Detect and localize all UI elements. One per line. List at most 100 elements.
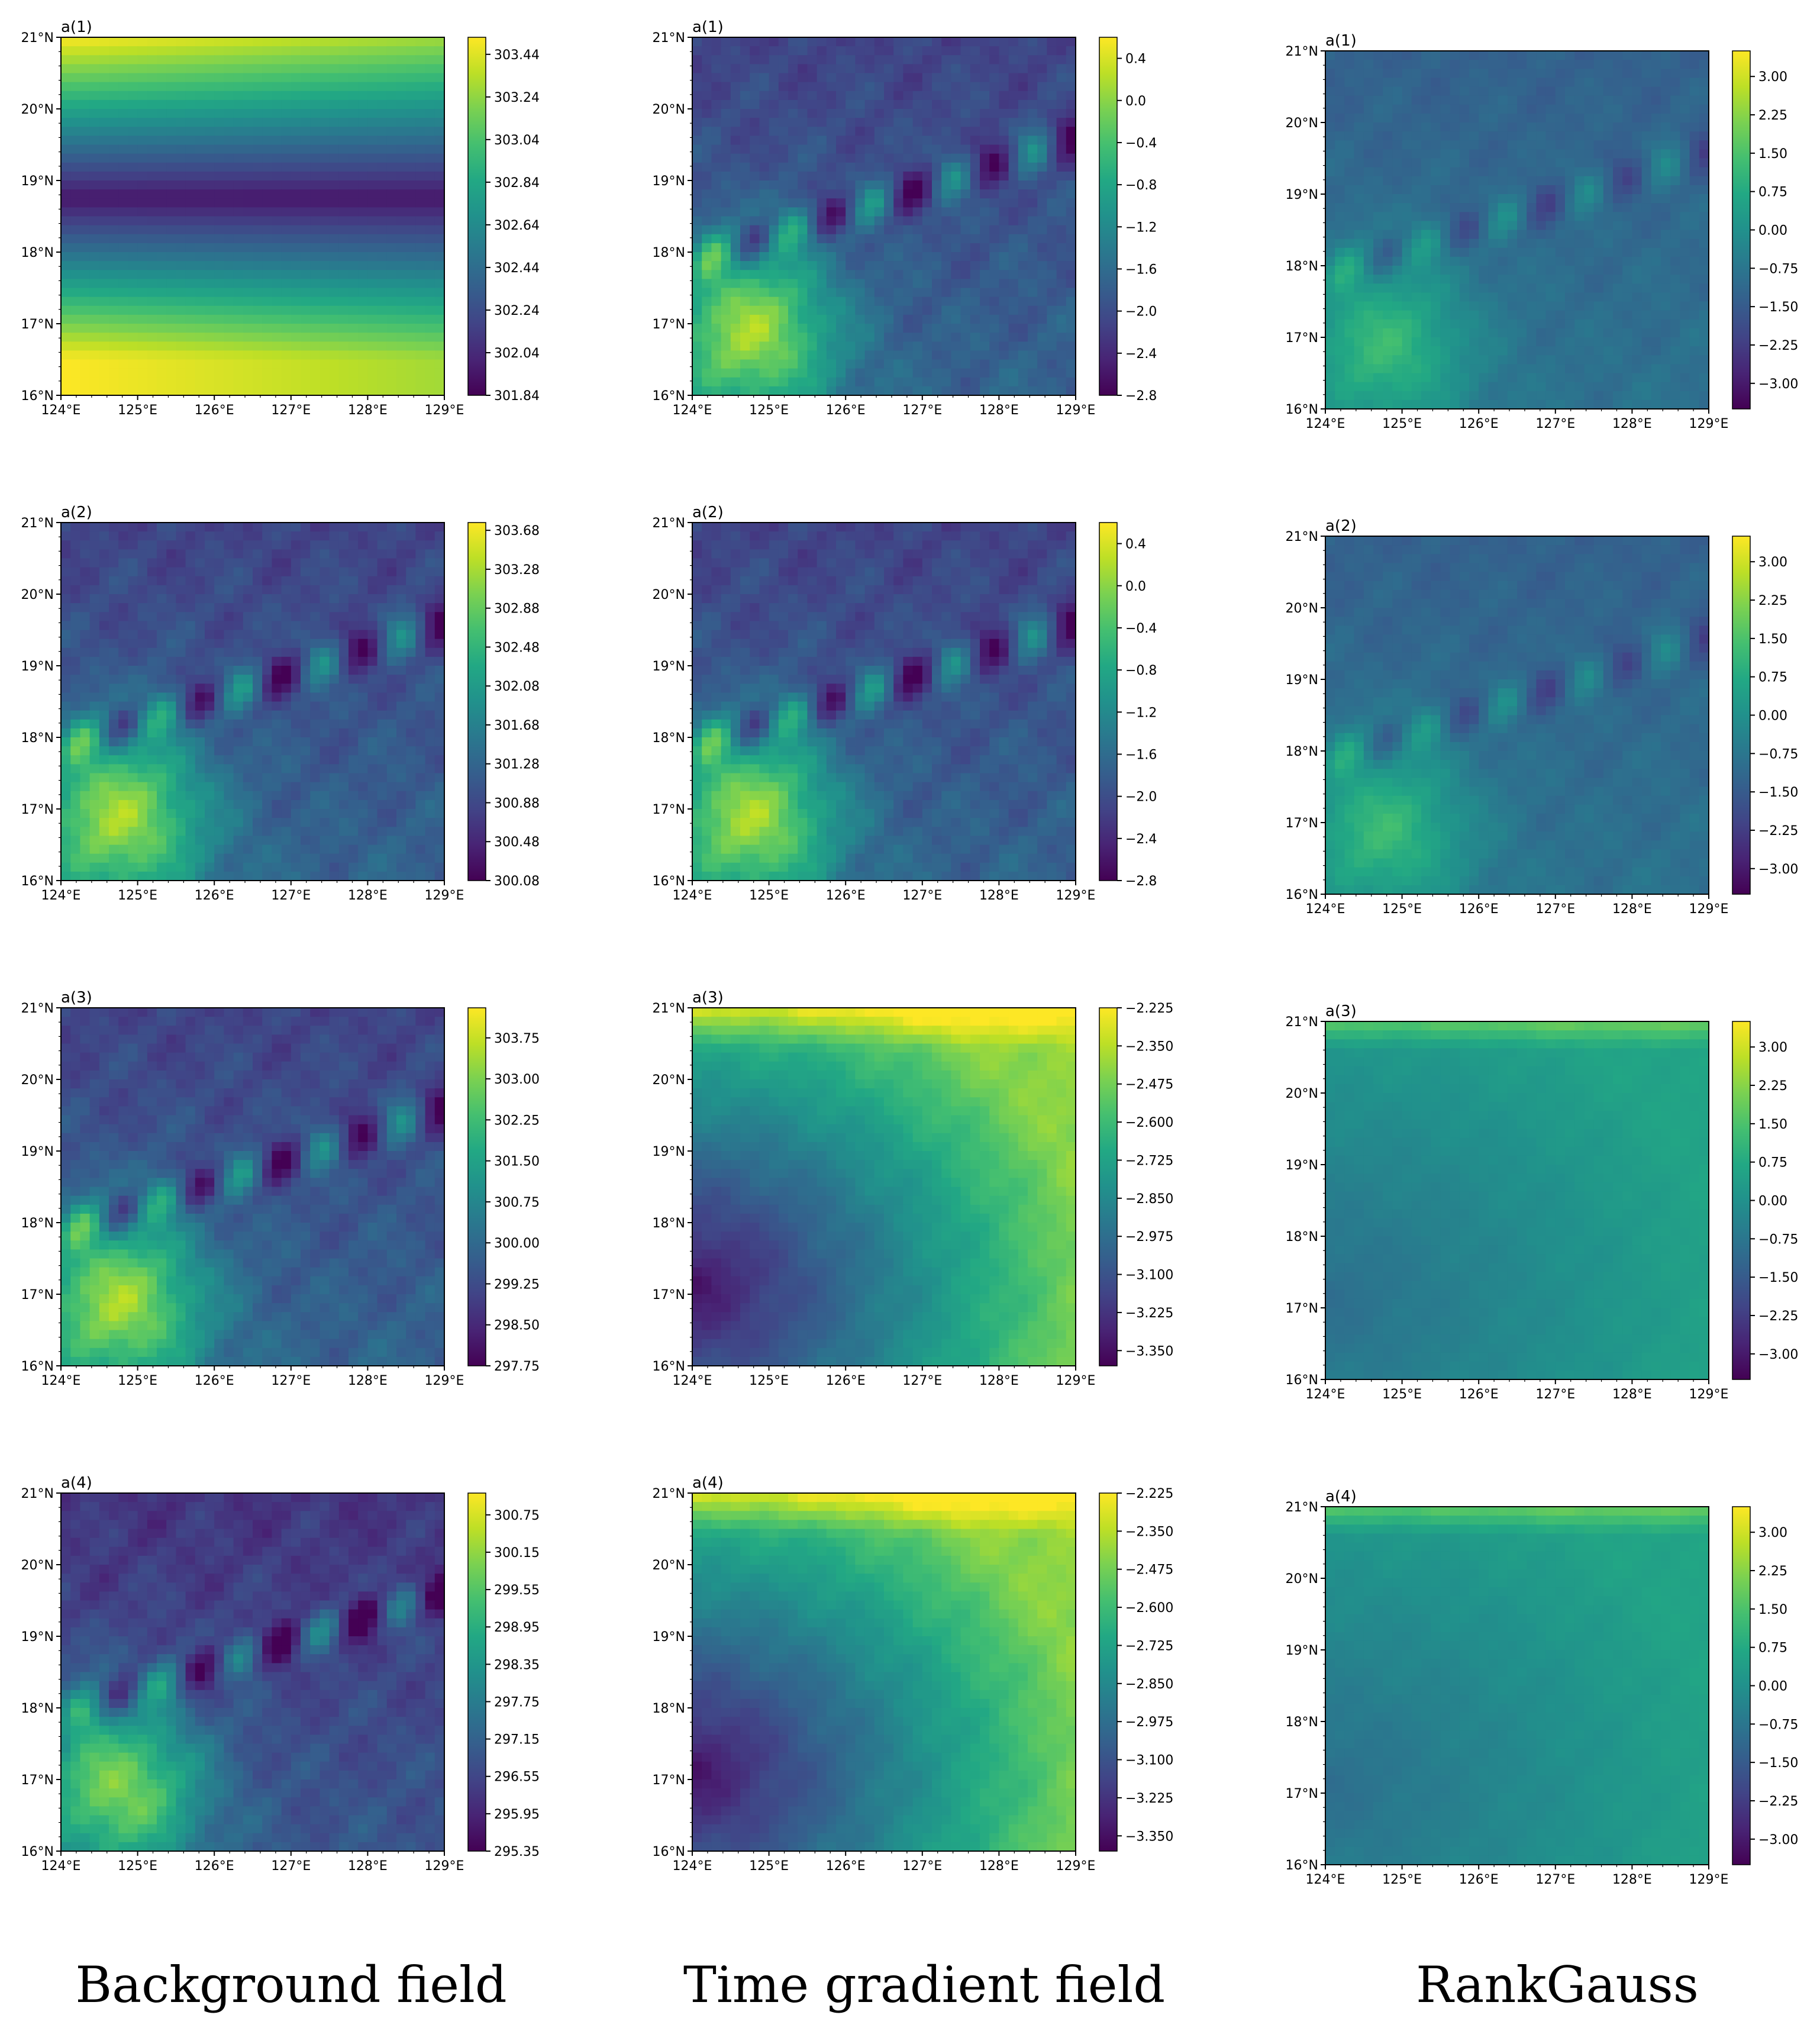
heatmap-cell	[1450, 355, 1460, 365]
heatmap-cell	[759, 359, 770, 369]
heatmap-cell	[1603, 391, 1614, 401]
heatmap-cell	[1488, 399, 1499, 409]
heatmap-cell	[798, 46, 808, 56]
heatmap-cell	[1450, 221, 1460, 231]
heatmap-cell	[1555, 194, 1566, 204]
heatmap-cell	[721, 64, 731, 74]
heatmap-cell	[386, 73, 397, 83]
heatmap-cell	[1545, 283, 1556, 293]
heatmap-cell	[301, 118, 311, 127]
heatmap-cell	[137, 162, 148, 172]
heatmap-cell	[846, 341, 856, 351]
heatmap-cell	[1056, 333, 1067, 342]
heatmap-cell	[922, 207, 932, 217]
heatmap-cell	[1402, 382, 1412, 392]
heatmap-cell	[1354, 122, 1364, 132]
heatmap-cell	[960, 82, 971, 92]
heatmap-cell	[1613, 355, 1623, 365]
heatmap-cell	[980, 73, 990, 83]
heatmap-cell	[1680, 230, 1690, 240]
heatmap-cell	[109, 207, 119, 217]
heatmap-cell	[980, 46, 990, 56]
heatmap-cell	[243, 234, 253, 244]
heatmap-cell	[1325, 275, 1335, 284]
heatmap-cell	[1574, 275, 1585, 284]
heatmap-cell	[1018, 314, 1028, 324]
heatmap-cell	[137, 368, 148, 378]
heatmap-cell	[166, 198, 176, 208]
heatmap-cell	[61, 99, 71, 109]
heatmap-cell	[1536, 122, 1547, 132]
heatmap-cell	[320, 270, 330, 279]
heatmap-cell	[721, 225, 731, 235]
heatmap-cell	[1325, 167, 1335, 177]
heatmap-cell	[1469, 301, 1479, 311]
heatmap-cell	[195, 73, 205, 83]
heatmap-cell	[434, 198, 444, 208]
heatmap-cell	[807, 341, 818, 351]
heatmap-cell	[358, 216, 368, 226]
heatmap-cell	[912, 234, 923, 244]
heatmap-cell	[1498, 86, 1508, 96]
heatmap-cell	[759, 377, 770, 387]
heatmap-cell	[1325, 86, 1335, 96]
heatmap-cell	[166, 144, 176, 154]
heatmap-cell	[864, 243, 875, 253]
heatmap-cell	[1354, 238, 1364, 249]
heatmap-cell	[406, 198, 416, 208]
heatmap-cell	[1632, 167, 1642, 177]
heatmap-cell	[1517, 301, 1527, 311]
heatmap-cell	[1479, 373, 1489, 383]
heatmap-cell	[233, 37, 244, 47]
heatmap-cell	[1574, 185, 1585, 195]
heatmap-cell	[272, 359, 282, 369]
heatmap-cell	[922, 314, 932, 324]
heatmap-cell	[864, 314, 875, 324]
heatmap-cell	[281, 314, 292, 324]
heatmap-cell	[1565, 140, 1575, 150]
heatmap-cell	[1459, 382, 1470, 392]
heatmap-cell	[1507, 221, 1518, 231]
heatmap-cell	[1507, 212, 1518, 221]
heatmap-cell	[137, 99, 148, 109]
heatmap-cell	[233, 296, 244, 307]
heatmap-cell	[1008, 333, 1019, 342]
heatmap-cell	[740, 136, 750, 146]
heatmap-cell	[329, 46, 340, 56]
heatmap-cell	[1651, 78, 1661, 88]
heatmap-cell	[253, 243, 263, 253]
heatmap-cell	[807, 64, 818, 74]
heatmap-cell	[214, 305, 224, 315]
heatmap-cell	[1354, 167, 1364, 177]
heatmap-cell	[109, 243, 119, 253]
heatmap-cell	[1498, 69, 1508, 78]
heatmap-cell	[1527, 113, 1537, 123]
heatmap-cell	[1545, 95, 1556, 105]
heatmap-cell	[128, 136, 138, 146]
heatmap-cell	[836, 198, 846, 208]
heatmap-cell	[846, 377, 856, 387]
heatmap-cell	[932, 99, 942, 109]
heatmap-cell	[1517, 167, 1527, 177]
heatmap-cell	[406, 314, 416, 324]
heatmap-cell	[329, 261, 340, 270]
heatmap-cell	[396, 333, 406, 342]
heatmap-cell	[874, 82, 885, 92]
heatmap-cell	[147, 118, 157, 127]
heatmap-cell	[836, 46, 846, 56]
heatmap-cell	[262, 377, 272, 387]
heatmap-cell	[1488, 373, 1499, 383]
heatmap-cell	[89, 216, 100, 226]
heatmap-cell	[1565, 230, 1575, 240]
heatmap-cell	[1651, 355, 1661, 365]
heatmap-cell	[329, 99, 340, 109]
heatmap-cell	[788, 162, 798, 172]
heatmap-cell	[1632, 275, 1642, 284]
colorbar-tick-label: −0.4	[1125, 136, 1157, 151]
heatmap-cell	[1603, 176, 1614, 186]
heatmap-cell	[826, 350, 837, 360]
heatmap-cell	[281, 99, 292, 109]
heatmap-cell	[320, 109, 330, 118]
heatmap-cell	[1622, 149, 1632, 159]
heatmap-cell	[980, 207, 990, 217]
